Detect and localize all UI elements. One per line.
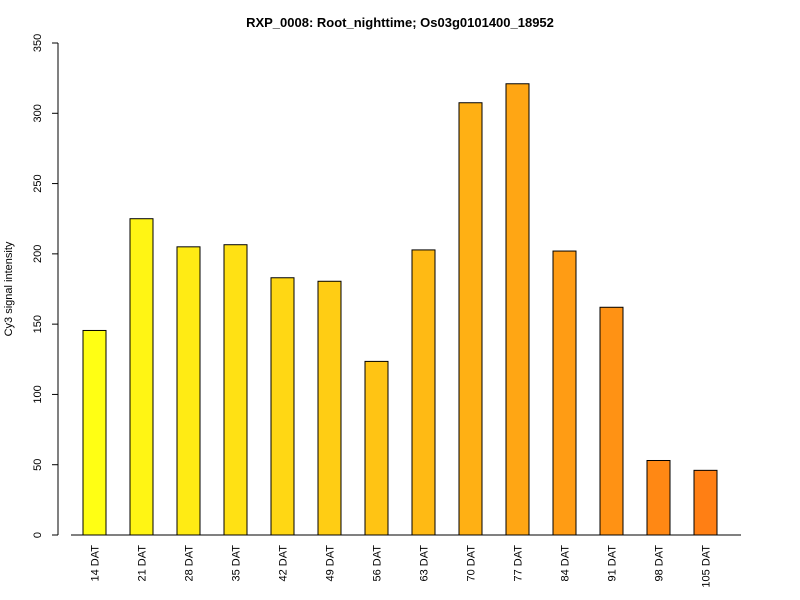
x-tick-label: 42 DAT [278,545,290,582]
chart-title: RXP_0008: Root_nighttime; Os03g0101400_1… [246,15,554,30]
bar-35-dat [223,244,248,536]
y-tick-label: 350 [32,34,44,52]
x-tick-label: 98 DAT [654,545,666,582]
bar-91-dat [599,306,624,536]
y-axis-label: Cy3 signal intensity [3,241,15,336]
bar-49-dat [317,280,342,536]
x-tick-label: 21 DAT [137,545,149,582]
y-tick-label: 0 [32,532,44,538]
x-tick-label: 35 DAT [231,545,243,582]
y-tick-label: 200 [32,245,44,263]
x-tick-label: 28 DAT [184,545,196,582]
x-tick-label: 91 DAT [607,545,619,582]
bar-77-dat [505,83,530,536]
y-tick-label: 50 [32,459,44,471]
bar-84-dat [552,250,577,536]
x-tick-label: 14 DAT [90,545,102,582]
bar-21-dat [129,218,154,536]
y-axis: 0 50 100 150 200 250 300 350 [32,34,59,538]
bar-42-dat [270,277,295,536]
bar-70-dat [458,102,483,536]
x-axis: 14 DAT 21 DAT 28 DAT 35 DAT 42 DAT 49 DAT 56 D… [90,545,713,588]
bar-14-dat [82,329,107,536]
bar-56-dat [364,360,389,536]
bar-105-dat [693,469,718,536]
x-tick-label: 56 DAT [372,545,384,582]
x-tick-label: 84 DAT [560,545,572,582]
bar-63-dat [411,249,436,536]
x-tick-label: 70 DAT [466,545,478,582]
bar-group [82,83,718,536]
x-tick-label: 63 DAT [419,545,431,582]
y-tick-label: 250 [32,174,44,192]
y-tick-label: 150 [32,315,44,333]
x-tick-label: 105 DAT [701,545,713,588]
y-tick-label: 300 [32,104,44,122]
bar-98-dat [646,459,671,536]
y-tick-label: 100 [32,385,44,403]
x-tick-label: 77 DAT [513,545,525,582]
bar-28-dat [176,246,201,536]
x-tick-label: 49 DAT [325,545,337,582]
